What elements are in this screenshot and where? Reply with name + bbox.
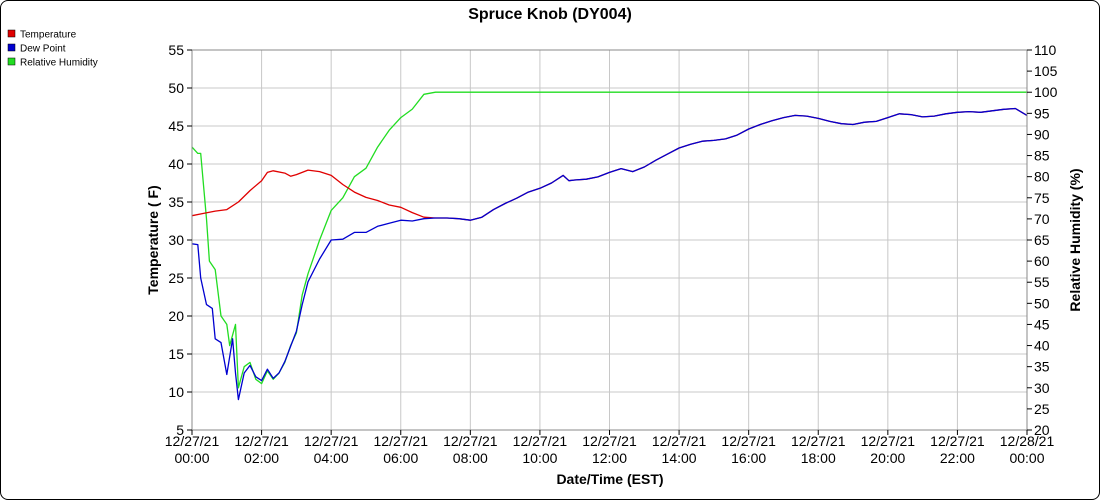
y2-tick-label: 70: [1034, 211, 1050, 227]
x-tick-label-date: 12/27/21: [930, 433, 985, 449]
x-tick-label-date: 12/27/21: [234, 433, 289, 449]
y2-tick-label: 55: [1034, 274, 1050, 290]
x-tick-label-time: 16:00: [731, 450, 766, 466]
series-line-dew-point: [191, 107, 1028, 401]
x-tick-label-time: 02:00: [244, 450, 279, 466]
y2-tick-label: 25: [1034, 401, 1050, 417]
x-tick-label-date: 12/27/21: [861, 433, 916, 449]
y2-tick-label: 100: [1034, 84, 1058, 100]
grid-lines: [191, 49, 1028, 431]
y2-tick-label: 40: [1034, 338, 1050, 354]
y2-tick-label: 35: [1034, 359, 1050, 375]
x-tick-label-date: 12/27/21: [374, 433, 429, 449]
x-tick-label-time: 00:00: [1009, 450, 1044, 466]
x-tick-label-date: 12/27/21: [165, 433, 220, 449]
y2-tick-label: 45: [1034, 316, 1050, 332]
y-tick-label: 15: [168, 346, 184, 362]
x-tick-label-time: 06:00: [383, 450, 418, 466]
y2-tick-label: 90: [1034, 126, 1050, 142]
y-tick-label: 30: [168, 232, 184, 248]
y-tick-label: 40: [168, 156, 184, 172]
legend-label-temperature: Temperature: [20, 30, 77, 41]
y2-tick-label: 50: [1034, 295, 1050, 311]
y2-axis-title: Relative Humidity (%): [1067, 168, 1083, 311]
y2-tick-label: 30: [1034, 380, 1050, 396]
y2-tick-label: 110: [1034, 42, 1057, 58]
legend-label-dew-point: Dew Point: [20, 44, 66, 55]
y-tick-label: 45: [168, 118, 184, 134]
series-layer: [191, 91, 1028, 401]
x-axis-title: Date/Time (EST): [556, 471, 663, 487]
y2-tick-label: 80: [1034, 169, 1050, 185]
y-axis-title: Temperature ( F): [145, 185, 161, 294]
x-tick-label-time: 14:00: [662, 450, 697, 466]
legend-swatch-temperature: [7, 29, 16, 38]
y2-tick-label: 65: [1034, 232, 1050, 248]
chart-title: Spruce Knob (DY004): [468, 6, 632, 23]
y-tick-label: 10: [168, 384, 184, 400]
x-tick-label-time: 22:00: [940, 450, 975, 466]
x-tick-label-time: 18:00: [801, 450, 836, 466]
x-tick-label-date: 12/28/21: [1000, 433, 1055, 449]
legend-swatch-relative-humidity: [7, 57, 16, 66]
x-tick-label-time: 20:00: [870, 450, 905, 466]
y-tick-label: 50: [168, 80, 184, 96]
y2-tick-label: 75: [1034, 190, 1050, 206]
x-tick-label-date: 12/27/21: [652, 433, 707, 449]
x-tick-label-time: 04:00: [314, 450, 349, 466]
tick-labels: 5 10 15 20 25 30 35 40 45 50 55 20 25 30 35 40 45 50 55 60 6…: [165, 42, 1058, 466]
y2-tick-label: 20: [1034, 422, 1050, 438]
x-tick-label-date: 12/27/21: [582, 433, 637, 449]
y2-tick-label: 105: [1034, 63, 1058, 79]
x-tick-label-time: 08:00: [453, 450, 488, 466]
y2-tick-label: 60: [1034, 253, 1050, 269]
x-tick-label-date: 12/27/21: [791, 433, 846, 449]
legend-label-relative-humidity: Relative Humidity: [20, 58, 98, 69]
x-tick-label-time: 10:00: [522, 450, 557, 466]
y-tick-label: 5: [176, 422, 184, 438]
y-tick-label: 25: [168, 270, 184, 286]
legend-swatch-dew-point: [7, 43, 16, 52]
x-tick-label-date: 12/27/21: [513, 433, 568, 449]
x-tick-label-time: 12:00: [592, 450, 627, 466]
y-tick-label: 55: [168, 42, 184, 58]
y2-tick-label: 85: [1034, 148, 1050, 164]
y-tick-label: 35: [168, 194, 184, 210]
x-tick-label-time: 00:00: [174, 450, 209, 466]
y2-tick-label: 95: [1034, 105, 1050, 121]
legend: Temperature Dew Point Relative Humidity: [7, 29, 98, 69]
x-tick-label-date: 12/27/21: [304, 433, 359, 449]
x-tick-label-date: 12/27/21: [443, 433, 498, 449]
y-tick-label: 20: [168, 308, 184, 324]
x-tick-label-date: 12/27/21: [721, 433, 776, 449]
